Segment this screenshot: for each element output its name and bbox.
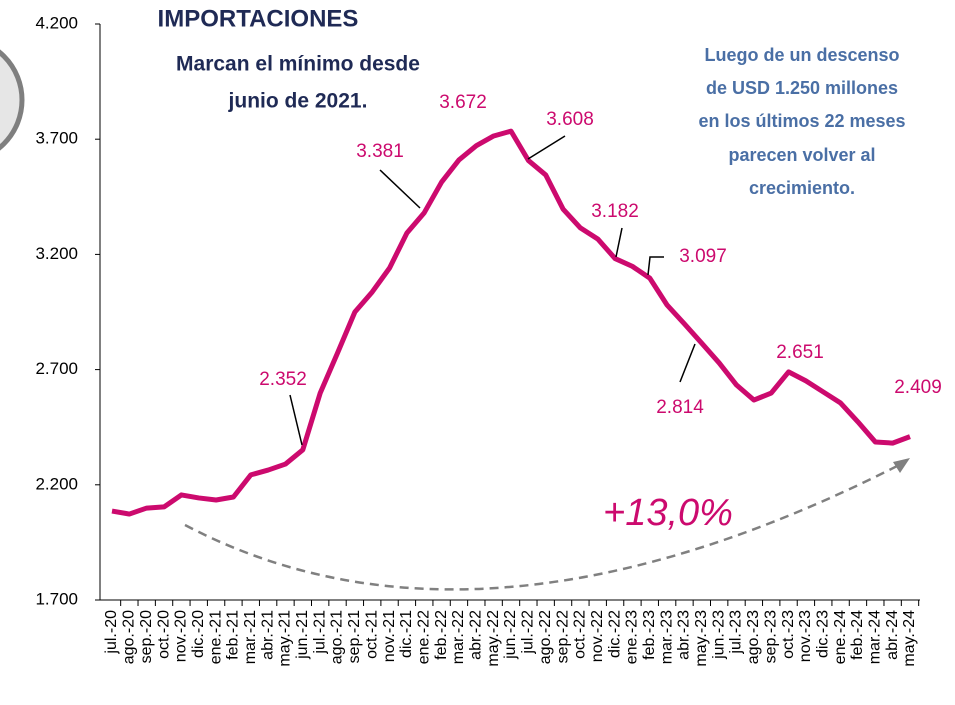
x-tick-label: sep.-20 xyxy=(138,610,155,663)
value-label: 3.097 xyxy=(679,246,727,267)
x-tick-label: ene.-24 xyxy=(832,610,849,664)
x-tick-label: oct.-20 xyxy=(155,610,172,659)
x-tick-label: ago.-22 xyxy=(537,610,554,664)
x-tick-label: feb.-24 xyxy=(849,610,866,660)
leader-line xyxy=(527,135,566,160)
chart-subtitle: junio de 2021. xyxy=(228,90,368,113)
y-tick-label: 2.700 xyxy=(35,359,78,378)
x-tick-label: feb.-22 xyxy=(433,610,450,660)
x-tick-label: abr.-24 xyxy=(884,610,901,660)
x-tick-label: mar.-23 xyxy=(658,610,675,664)
x-tick-label: dic.-20 xyxy=(190,610,207,658)
value-label: 3.672 xyxy=(439,92,487,113)
chart-subtitle: Marcan el mínimo desde xyxy=(176,53,420,76)
x-tick-label: nov.-20 xyxy=(173,610,190,662)
x-tick-label: sep.-23 xyxy=(762,610,779,663)
x-tick-label: abr.-23 xyxy=(676,610,693,660)
y-tick-label: 3.700 xyxy=(35,129,78,148)
annotation: en los últimos 22 meses xyxy=(698,111,905,131)
x-tick-label: ago.-21 xyxy=(329,610,346,664)
x-tick-label: feb.-23 xyxy=(641,610,658,660)
x-tick-label: ago.-23 xyxy=(745,610,762,664)
x-tick-label: jun.-23 xyxy=(710,610,727,660)
x-tick-label: abr.-21 xyxy=(259,610,276,660)
leader-line xyxy=(289,394,303,446)
y-tick-label: 3.200 xyxy=(35,244,78,263)
value-label: 2.352 xyxy=(259,369,307,390)
value-label: 3.608 xyxy=(546,109,594,130)
value-label: 2.814 xyxy=(656,397,704,418)
x-tick-label: mar.-24 xyxy=(867,610,884,664)
x-tick-label: dic.-22 xyxy=(606,610,623,658)
x-tick-label: jul.-21 xyxy=(311,610,328,655)
chart-title: IMPORTACIONES xyxy=(158,5,359,32)
x-tick-label: feb.-21 xyxy=(225,610,242,660)
value-label: 3.182 xyxy=(591,201,639,222)
x-tick-label: may.-24 xyxy=(901,610,918,667)
y-tick-label: 1.700 xyxy=(35,589,78,608)
x-tick-label: dic.-21 xyxy=(398,610,415,658)
leader-line xyxy=(379,169,421,209)
x-tick-label: ene.-21 xyxy=(207,610,224,664)
annotation: parecen volver al xyxy=(728,145,875,165)
value-label: 2.651 xyxy=(776,342,824,363)
x-tick-label: oct.-21 xyxy=(363,610,380,659)
x-tick-label: may.-23 xyxy=(693,610,710,667)
annotation: de USD 1.250 millones xyxy=(706,78,898,98)
x-tick-label: sep.-21 xyxy=(346,610,363,663)
x-tick-label: nov.-21 xyxy=(381,610,398,662)
leader-line xyxy=(647,256,664,276)
x-tick-label: nov.-23 xyxy=(797,610,814,662)
x-tick-label: ene.-22 xyxy=(415,610,432,664)
x-tick-label: mar.-21 xyxy=(242,610,259,664)
annotation: Luego de un descenso xyxy=(704,45,899,65)
x-tick-label: ene.-23 xyxy=(624,610,641,664)
x-tick-label: jun.-22 xyxy=(502,610,519,660)
x-tick-label: nov.-22 xyxy=(589,610,606,662)
x-tick-label: may.-21 xyxy=(277,610,294,667)
x-tick-label: jul.-20 xyxy=(103,610,120,655)
y-tick-label: 2.200 xyxy=(35,474,78,493)
x-tick-label: oct.-22 xyxy=(572,610,589,659)
value-label: 3.381 xyxy=(356,141,404,162)
x-tick-label: jul.-22 xyxy=(520,610,537,655)
x-tick-label: jun.-21 xyxy=(294,610,311,660)
trend-arrow xyxy=(184,460,906,591)
x-tick-label: oct.-23 xyxy=(780,610,797,659)
x-tick-label: dic.-23 xyxy=(814,610,831,658)
annotation: crecimiento. xyxy=(749,178,855,198)
x-tick-label: sep.-22 xyxy=(554,610,571,663)
change-label: +13,0% xyxy=(603,492,733,534)
decor-circle xyxy=(0,49,25,151)
leader-line xyxy=(615,227,623,258)
x-tick-label: abr.-22 xyxy=(468,610,485,660)
value-label: 2.409 xyxy=(894,377,942,398)
x-tick-label: ago.-20 xyxy=(121,610,138,664)
arrow-head xyxy=(893,458,910,473)
x-tick-label: jul.-23 xyxy=(728,610,745,655)
leader-line xyxy=(679,343,696,383)
x-tick-label: may.-22 xyxy=(485,610,502,667)
y-tick-label: 4.200 xyxy=(35,13,78,32)
x-tick-label: mar.-22 xyxy=(450,610,467,664)
data-line xyxy=(111,128,911,517)
